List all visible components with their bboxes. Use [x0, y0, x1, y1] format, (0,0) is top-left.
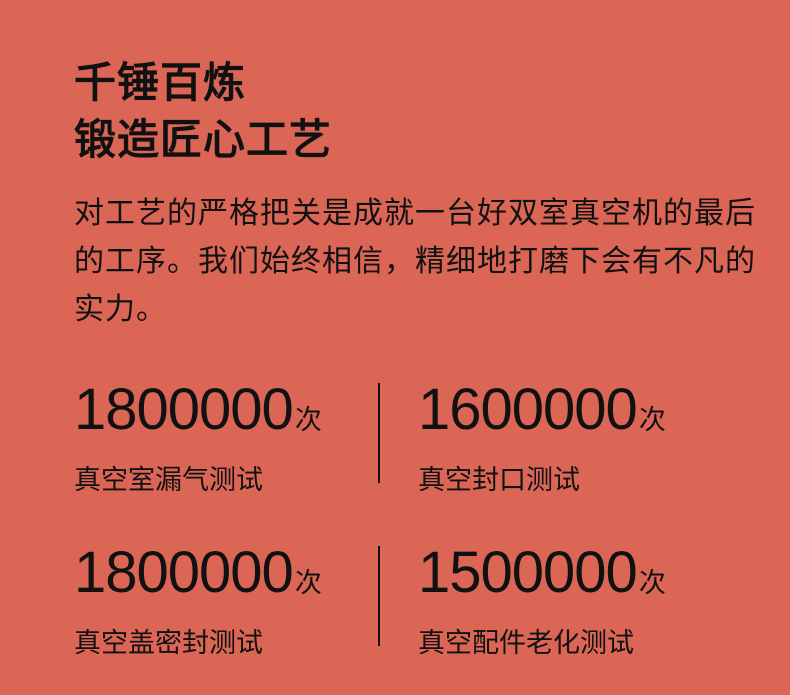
stat-unit: 次 — [638, 568, 666, 598]
stat-chamber-leak: 1800000次 真空室漏气测试 — [74, 377, 322, 498]
headline-line-2: 锻造匠心工艺 — [74, 115, 333, 164]
stat-lid-seal: 1800000次 真空盖密封测试 — [74, 540, 322, 661]
stat-label: 真空室漏气测试 — [74, 465, 263, 496]
stat-unit: 次 — [294, 405, 322, 435]
divider — [378, 546, 380, 646]
headline-line-1: 千锤百炼 — [74, 58, 247, 107]
divider — [378, 383, 380, 483]
stat-label: 真空盖密封测试 — [74, 628, 263, 659]
stat-value: 1600000 — [418, 377, 638, 442]
stat-label: 真空配件老化测试 — [418, 628, 634, 659]
stat-value: 1800000 — [74, 377, 294, 442]
stat-value: 1500000 — [418, 540, 638, 605]
stat-aging: 1500000次 真空配件老化测试 — [418, 540, 666, 661]
stat-unit: 次 — [294, 568, 322, 598]
stat-seal: 1600000次 真空封口测试 — [418, 377, 666, 498]
description: 对工艺的严格把关是成就一台好双室真空机的最后的工序。我们始终相信，精细地打磨下会… — [74, 196, 756, 327]
stat-value: 1800000 — [74, 540, 294, 605]
stat-label: 真空封口测试 — [418, 465, 580, 496]
stat-unit: 次 — [638, 405, 666, 435]
